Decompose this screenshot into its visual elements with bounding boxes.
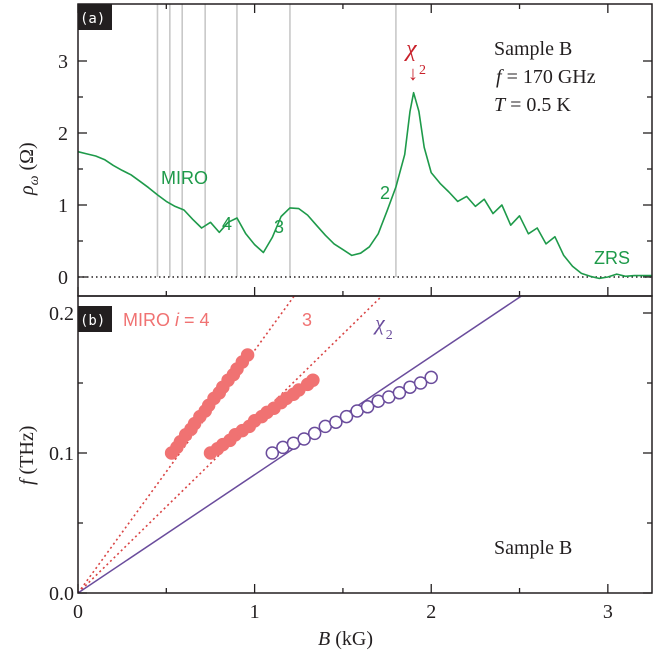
data-point — [413, 376, 428, 390]
panel-a-tag-label: (a) — [80, 11, 105, 27]
sample-label-b: Sample B — [494, 537, 572, 559]
data-point — [265, 446, 280, 460]
y-tick-label: 0 — [58, 267, 68, 289]
panel-a-y-label: ρω(Ω) — [16, 142, 42, 196]
y-tick-label: 3 — [58, 51, 68, 73]
miro-order-2: 2 — [380, 183, 390, 203]
panel-b-frame — [77, 295, 653, 594]
panel-b-tag-label: (b) — [80, 313, 105, 329]
miro-order-3-label-b: 3 — [302, 310, 312, 330]
x-tick-label: 3 — [603, 601, 613, 623]
y-tick-label: 2 — [58, 123, 68, 145]
panel-b-tag — [78, 306, 112, 332]
panel-a: 0 1 2 3 (a) ρω(Ω) MIRO 4 3 2 ZRS χ ↓2 Sampl… — [16, 3, 653, 297]
chi2-label-b: χ2 — [373, 310, 393, 343]
reference-lines — [156, 4, 397, 277]
data-point — [424, 370, 438, 385]
data-point — [297, 432, 311, 446]
miro-i4-label: MIRO i = 4 — [123, 310, 210, 330]
panel-b: 0.0 0.1 0.2 0 1 2 3 (b) f(THz) B (kG) MIRO i =… — [16, 295, 653, 650]
miro-label: MIRO — [161, 168, 208, 188]
panel-a-tag — [78, 4, 112, 30]
miro-order-3: 3 — [274, 217, 284, 237]
panel-b-y-ticks: 0.0 0.1 0.2 — [49, 303, 652, 605]
data-point — [392, 386, 407, 400]
data-point — [329, 415, 343, 429]
y-tick-label: 1 — [58, 195, 68, 217]
fit-line — [77, 295, 295, 594]
chi2-arrow: ↓2 — [408, 63, 426, 85]
sample-label-a: Sample B — [494, 38, 572, 60]
data-point — [307, 426, 322, 441]
panel-b-y-label: f(THz) — [16, 426, 38, 485]
frequency-label: f = 170 GHz — [496, 66, 596, 88]
data-point — [306, 373, 320, 387]
x-tick-label: 1 — [250, 601, 260, 623]
y-tick-label: 0.2 — [49, 303, 74, 325]
zrs-label: ZRS — [594, 248, 630, 268]
data-point — [360, 400, 375, 414]
panel-b-x-label: B (kG) — [318, 628, 373, 650]
panel-a-y-ticks: 0 1 2 3 — [58, 51, 652, 289]
fit-line — [77, 295, 383, 594]
data-point — [339, 409, 354, 424]
x-tick-label: 2 — [426, 601, 436, 623]
resistivity-trace — [77, 91, 652, 280]
miro-order-4: 4 — [222, 214, 232, 234]
y-tick-label: 0.0 — [49, 583, 74, 605]
y-tick-label: 0.1 — [49, 443, 74, 465]
panel-b-x-ticks: 0 1 2 3 — [73, 584, 613, 623]
temperature-label: T = 0.5 K — [494, 94, 571, 116]
data-point — [240, 348, 255, 362]
chi2-label: χ — [404, 36, 418, 62]
x-tick-label: 0 — [73, 601, 83, 623]
data-points — [164, 348, 438, 460]
